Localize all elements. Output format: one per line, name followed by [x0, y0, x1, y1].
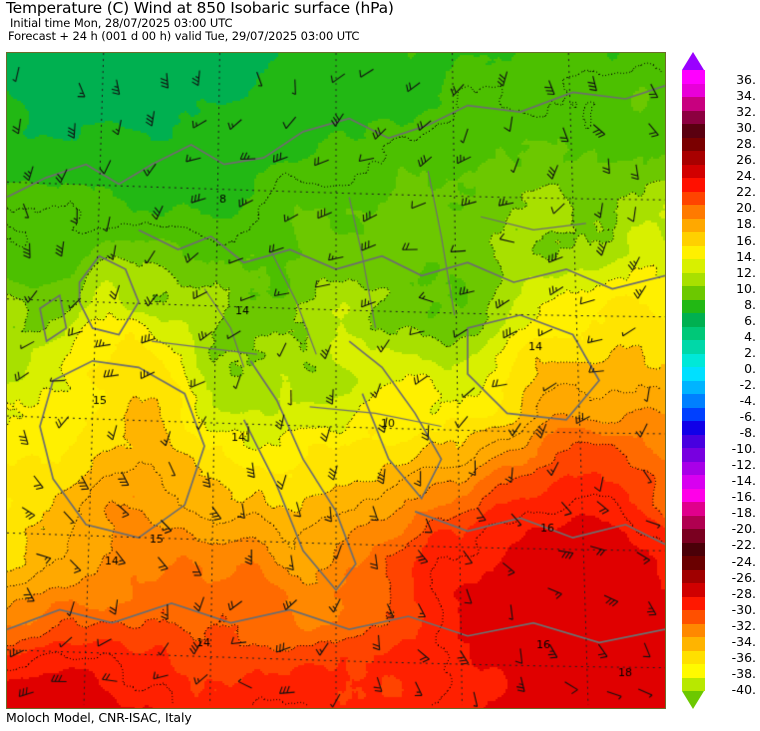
- colorbar-band: [682, 569, 705, 583]
- colorbar-tick-label: -28.: [731, 585, 756, 601]
- colorbar-tick-label: -36.: [731, 649, 756, 665]
- colorbar-over-arrow: [682, 52, 704, 70]
- colorbar-band: [682, 272, 705, 286]
- colorbar-band: [682, 178, 705, 192]
- colorbar-tick-label: 18.: [736, 216, 756, 232]
- colorbar-band: [682, 407, 705, 421]
- colorbar-band: [682, 367, 705, 381]
- colorbar-band: [682, 151, 705, 165]
- colorbar-band: [682, 380, 705, 394]
- colorbar-band: [682, 205, 705, 219]
- colorbar-band: [682, 421, 705, 435]
- colorbar-band: [682, 434, 705, 448]
- colorbar-band: [682, 677, 705, 691]
- colorbar-tick-label: -24.: [731, 553, 756, 569]
- colorbar-tick-label: -34.: [731, 633, 756, 649]
- colorbar-band: [682, 232, 705, 246]
- colorbar-tick-label: 30.: [736, 120, 756, 136]
- colorbar-tick-label: -32.: [731, 617, 756, 633]
- colorbar-band: [682, 83, 705, 97]
- colorbar-tick-label: 32.: [736, 104, 756, 120]
- colorbar-tick-label: 26.: [736, 152, 756, 168]
- colorbar-band: [682, 515, 705, 529]
- colorbar-band: [682, 313, 705, 327]
- colorbar-band: [682, 461, 705, 475]
- colorbar-tick-label: 22.: [736, 184, 756, 200]
- colorbar-band: [682, 191, 705, 205]
- colorbar-band: [682, 623, 705, 637]
- page-title: Temperature (C) Wind at 850 Isobaric sur…: [6, 0, 394, 17]
- colorbar-tick-label: 4.: [744, 328, 756, 344]
- colorbar-band: [682, 650, 705, 664]
- colorbar-tick-label: 6.: [744, 312, 756, 328]
- colorbar-tick-label: 24.: [736, 168, 756, 184]
- colorbar-band: [682, 353, 705, 367]
- colorbar-tick-label: 2.: [744, 344, 756, 360]
- colorbar-band: [682, 245, 705, 259]
- colorbar-tick-label: 8.: [744, 296, 756, 312]
- colorbar-band: [682, 556, 705, 570]
- colorbar-band: [682, 596, 705, 610]
- weather-map[interactable]: [6, 52, 666, 709]
- colorbar-band: [682, 475, 705, 489]
- colorbar-tick-labels: 36. 34. 32. 30. 28. 26. 24. 22. 20. 18. 16. 14. 12. 1…: [712, 52, 760, 709]
- colorbar-band: [682, 97, 705, 111]
- colorbar-band: [682, 488, 705, 502]
- colorbar-tick-label: -8.: [739, 425, 756, 441]
- forecast-validity-label: Forecast + 24 h (001 d 00 h) valid Tue, …: [8, 28, 360, 43]
- colorbar-band: [682, 124, 705, 138]
- colorbar-tick-label: -2.: [739, 376, 756, 392]
- colorbar-band: [682, 448, 705, 462]
- colorbar-tick-label: 0.: [744, 360, 756, 376]
- colorbar-band: [682, 299, 705, 313]
- colorbar-band: [682, 164, 705, 178]
- colorbar-tick-label: 20.: [736, 200, 756, 216]
- colorbar-bands: [682, 70, 705, 691]
- colorbar-band: [682, 110, 705, 124]
- colorbar-tick-label: -26.: [731, 569, 756, 585]
- colorbar-band: [682, 137, 705, 151]
- colorbar-tick-label: -40.: [731, 681, 756, 697]
- colorbar-tick-label: -30.: [731, 601, 756, 617]
- colorbar-band: [682, 502, 705, 516]
- initial-time-label: Initial time Mon, 28/07/2025 03:00 UTC: [10, 16, 233, 30]
- colorbar-tick-label: -16.: [731, 489, 756, 505]
- colorbar-tick-label: -20.: [731, 521, 756, 537]
- colorbar-band: [682, 394, 705, 408]
- temperature-field-canvas: [7, 53, 665, 708]
- colorbar-tick-label: 28.: [736, 136, 756, 152]
- colorbar-tick-label: -12.: [731, 457, 756, 473]
- colorbar-tick-label: -18.: [731, 505, 756, 521]
- colorbar-tick-label: 12.: [736, 264, 756, 280]
- map-header: Temperature (C) Wind at 850 Isobaric sur…: [6, 0, 666, 42]
- colorbar-band: [682, 286, 705, 300]
- colorbar-band: [682, 529, 705, 543]
- colorbar-tick-label: 16.: [736, 232, 756, 248]
- colorbar-tick-label: -4.: [739, 393, 756, 408]
- colorbar-band: [682, 610, 705, 624]
- colorbar-tick-label: 34.: [736, 88, 756, 104]
- colorbar-band: [682, 637, 705, 651]
- colorbar-band: [682, 70, 705, 84]
- colorbar-tick-label: 10.: [736, 280, 756, 296]
- colorbar-tick-label: -38.: [731, 665, 756, 681]
- colorbar-band: [682, 259, 705, 273]
- colorbar-tick-label: 14.: [736, 248, 756, 264]
- colorbar-tick-label: -10.: [731, 441, 756, 457]
- colorbar-tick-label: 36.: [736, 72, 756, 87]
- model-credit: Moloch Model, CNR-ISAC, Italy: [6, 710, 192, 725]
- colorbar-band: [682, 218, 705, 232]
- colorbar-band: [682, 583, 705, 597]
- colorbar-band: [682, 542, 705, 556]
- temperature-colorbar: [682, 52, 705, 709]
- colorbar-tick-label: -22.: [731, 537, 756, 553]
- colorbar-tick-label: -6.: [739, 409, 756, 425]
- colorbar-band: [682, 340, 705, 354]
- colorbar-under-arrow: [682, 691, 704, 709]
- colorbar-band: [682, 664, 705, 678]
- colorbar-tick-label: -14.: [731, 473, 756, 489]
- colorbar-band: [682, 326, 705, 340]
